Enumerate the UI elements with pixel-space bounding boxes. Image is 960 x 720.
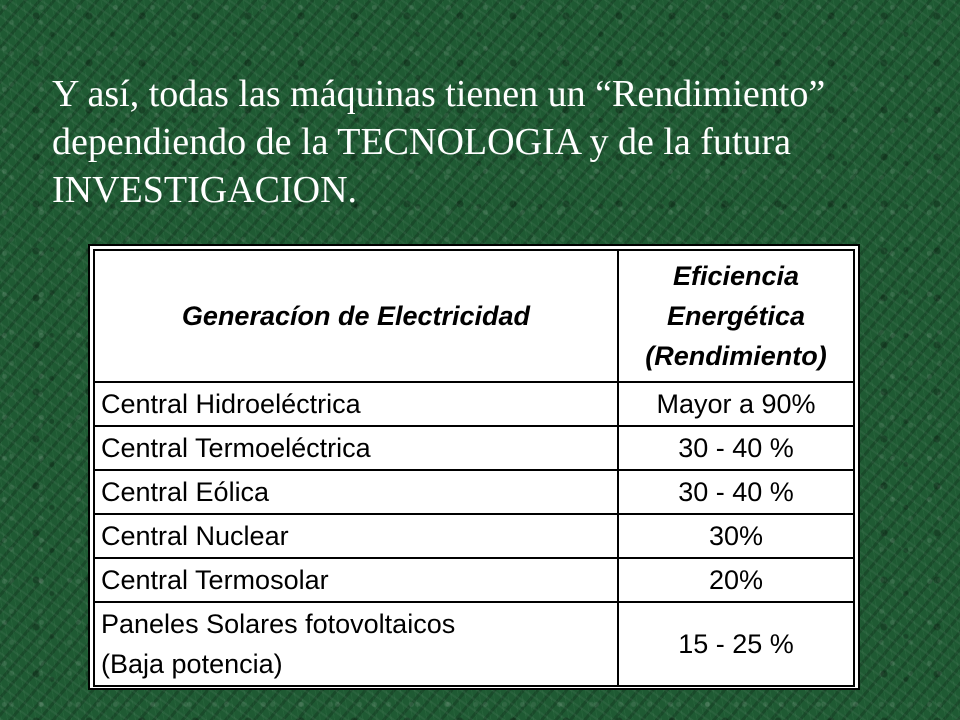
row-value: 15 - 25 % bbox=[617, 601, 855, 687]
table-row: Central Termoeléctrica 30 - 40 % bbox=[93, 425, 855, 471]
row-name: Central Hidroeléctrica bbox=[93, 381, 619, 427]
header-generation: Generacíon de Electricidad bbox=[93, 249, 619, 383]
table-row: Central Eólica 30 - 40 % bbox=[93, 469, 855, 515]
table-row: Central Hidroeléctrica Mayor a 90% bbox=[93, 381, 855, 427]
header-efficiency: Eficiencia Energética (Rendimiento) bbox=[617, 249, 855, 383]
row-name-line-1: Paneles Solares fotovoltaicos bbox=[101, 609, 456, 639]
row-name: Central Nuclear bbox=[93, 513, 619, 559]
row-name: Central Termosolar bbox=[93, 557, 619, 603]
header-efficiency-line-3: (Rendimiento) bbox=[645, 341, 827, 371]
row-name: Central Eólica bbox=[93, 469, 619, 515]
table-row: Central Nuclear 30% bbox=[93, 513, 855, 559]
table-row: Paneles Solares fotovoltaicos (Baja pote… bbox=[93, 601, 855, 687]
row-name-line-2: (Baja potencia) bbox=[101, 649, 283, 679]
table-row: Central Termosolar 20% bbox=[93, 557, 855, 603]
row-name: Paneles Solares fotovoltaicos (Baja pote… bbox=[93, 601, 619, 687]
slide-heading: Y así, todas las máquinas tienen un “Ren… bbox=[52, 70, 932, 214]
row-value: 20% bbox=[617, 557, 855, 603]
heading-line-3: INVESTIGACION. bbox=[52, 169, 358, 211]
row-value: 30 - 40 % bbox=[617, 425, 855, 471]
row-name: Central Termoeléctrica bbox=[93, 425, 619, 471]
row-value: 30% bbox=[617, 513, 855, 559]
table-header-row: Generacíon de Electricidad Eficiencia En… bbox=[93, 249, 855, 383]
efficiency-table: Generacíon de Electricidad Eficiencia En… bbox=[93, 249, 855, 687]
heading-line-1: Y así, todas las máquinas tienen un “Ren… bbox=[52, 73, 826, 115]
row-value: Mayor a 90% bbox=[617, 381, 855, 427]
row-value: 30 - 40 % bbox=[617, 469, 855, 515]
header-efficiency-line-2: Energética bbox=[666, 301, 806, 331]
header-efficiency-line-1: Eficiencia bbox=[672, 261, 800, 291]
heading-line-2: dependiendo de la TECNOLOGIA y de la fut… bbox=[52, 121, 792, 163]
efficiency-table-frame: Generacíon de Electricidad Eficiencia En… bbox=[88, 244, 860, 690]
